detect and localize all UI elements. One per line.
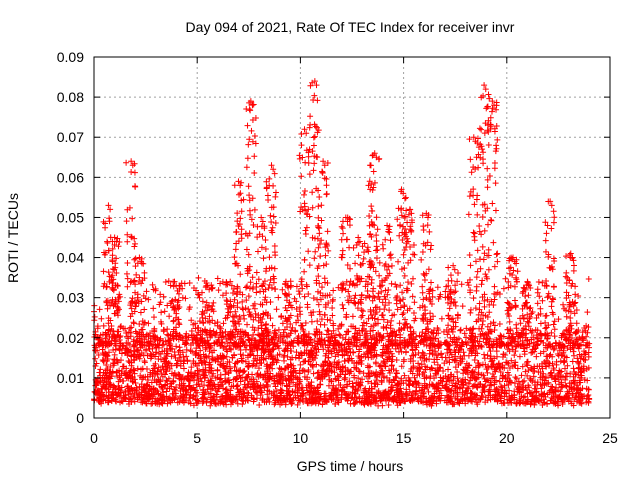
data-point xyxy=(411,374,418,381)
data-point xyxy=(336,331,343,338)
data-point xyxy=(520,394,527,401)
data-point xyxy=(585,364,592,371)
data-point xyxy=(528,349,535,356)
data-point xyxy=(257,360,264,367)
data-point xyxy=(385,367,392,374)
data-point xyxy=(457,326,464,333)
data-point xyxy=(461,330,468,337)
data-point xyxy=(497,332,504,339)
data-point xyxy=(425,388,432,395)
data-point xyxy=(465,380,472,387)
data-point xyxy=(469,368,476,375)
data-point xyxy=(569,358,576,365)
data-point xyxy=(484,397,491,404)
data-point xyxy=(256,401,263,408)
data-point xyxy=(460,349,467,356)
data-point xyxy=(230,383,237,390)
data-point xyxy=(462,388,469,395)
data-point xyxy=(475,370,482,377)
data-point xyxy=(434,394,441,401)
data-point xyxy=(410,352,417,359)
data-point xyxy=(563,354,570,361)
data-point xyxy=(414,395,421,402)
data-points xyxy=(91,78,593,409)
data-point xyxy=(426,381,433,388)
data-point xyxy=(157,351,164,358)
data-point xyxy=(309,362,316,369)
data-point xyxy=(187,347,194,354)
data-point xyxy=(373,398,380,405)
data-point xyxy=(481,355,488,362)
data-point xyxy=(525,382,532,389)
data-point xyxy=(295,397,302,404)
data-point xyxy=(376,363,383,370)
data-point xyxy=(375,330,382,337)
data-point xyxy=(571,352,578,359)
data-point xyxy=(222,371,229,378)
data-point xyxy=(497,368,504,375)
data-point xyxy=(470,382,477,389)
data-point xyxy=(180,365,187,372)
data-point xyxy=(104,356,111,363)
data-point xyxy=(434,384,441,391)
data-point xyxy=(99,356,106,363)
data-point xyxy=(281,352,288,359)
data-point xyxy=(144,382,151,389)
data-point xyxy=(365,378,372,385)
data-point xyxy=(104,366,111,373)
data-point xyxy=(134,347,141,354)
data-point xyxy=(335,359,342,366)
data-point xyxy=(297,361,304,368)
data-point xyxy=(241,367,248,374)
data-point xyxy=(550,366,557,373)
data-point xyxy=(250,331,257,338)
data-point xyxy=(420,350,427,357)
data-point xyxy=(114,359,121,366)
data-point xyxy=(221,343,228,350)
data-point xyxy=(520,345,527,352)
data-point xyxy=(433,371,440,378)
data-point xyxy=(472,364,479,371)
data-point xyxy=(171,386,178,393)
data-point xyxy=(558,384,565,391)
data-point xyxy=(242,358,249,365)
data-point xyxy=(454,375,461,382)
data-point xyxy=(355,368,362,375)
data-point xyxy=(401,372,408,379)
data-point xyxy=(398,363,405,370)
data-point xyxy=(355,375,362,382)
data-point xyxy=(497,383,504,390)
data-point xyxy=(445,366,452,373)
data-point xyxy=(317,381,324,388)
data-point xyxy=(328,389,335,396)
data-point xyxy=(356,368,363,375)
data-point xyxy=(268,353,275,360)
data-point xyxy=(415,360,422,367)
data-point xyxy=(437,364,444,371)
data-point xyxy=(260,383,267,390)
data-point xyxy=(158,384,165,391)
data-point xyxy=(516,353,523,360)
data-point xyxy=(293,349,300,356)
data-point xyxy=(415,349,422,356)
data-point xyxy=(105,349,112,356)
data-point xyxy=(243,384,250,391)
data-point xyxy=(404,392,411,399)
data-point xyxy=(290,379,297,386)
data-point xyxy=(168,353,175,360)
data-point xyxy=(484,352,491,359)
data-point xyxy=(304,374,311,381)
data-point xyxy=(313,361,320,368)
data-point xyxy=(569,392,576,399)
